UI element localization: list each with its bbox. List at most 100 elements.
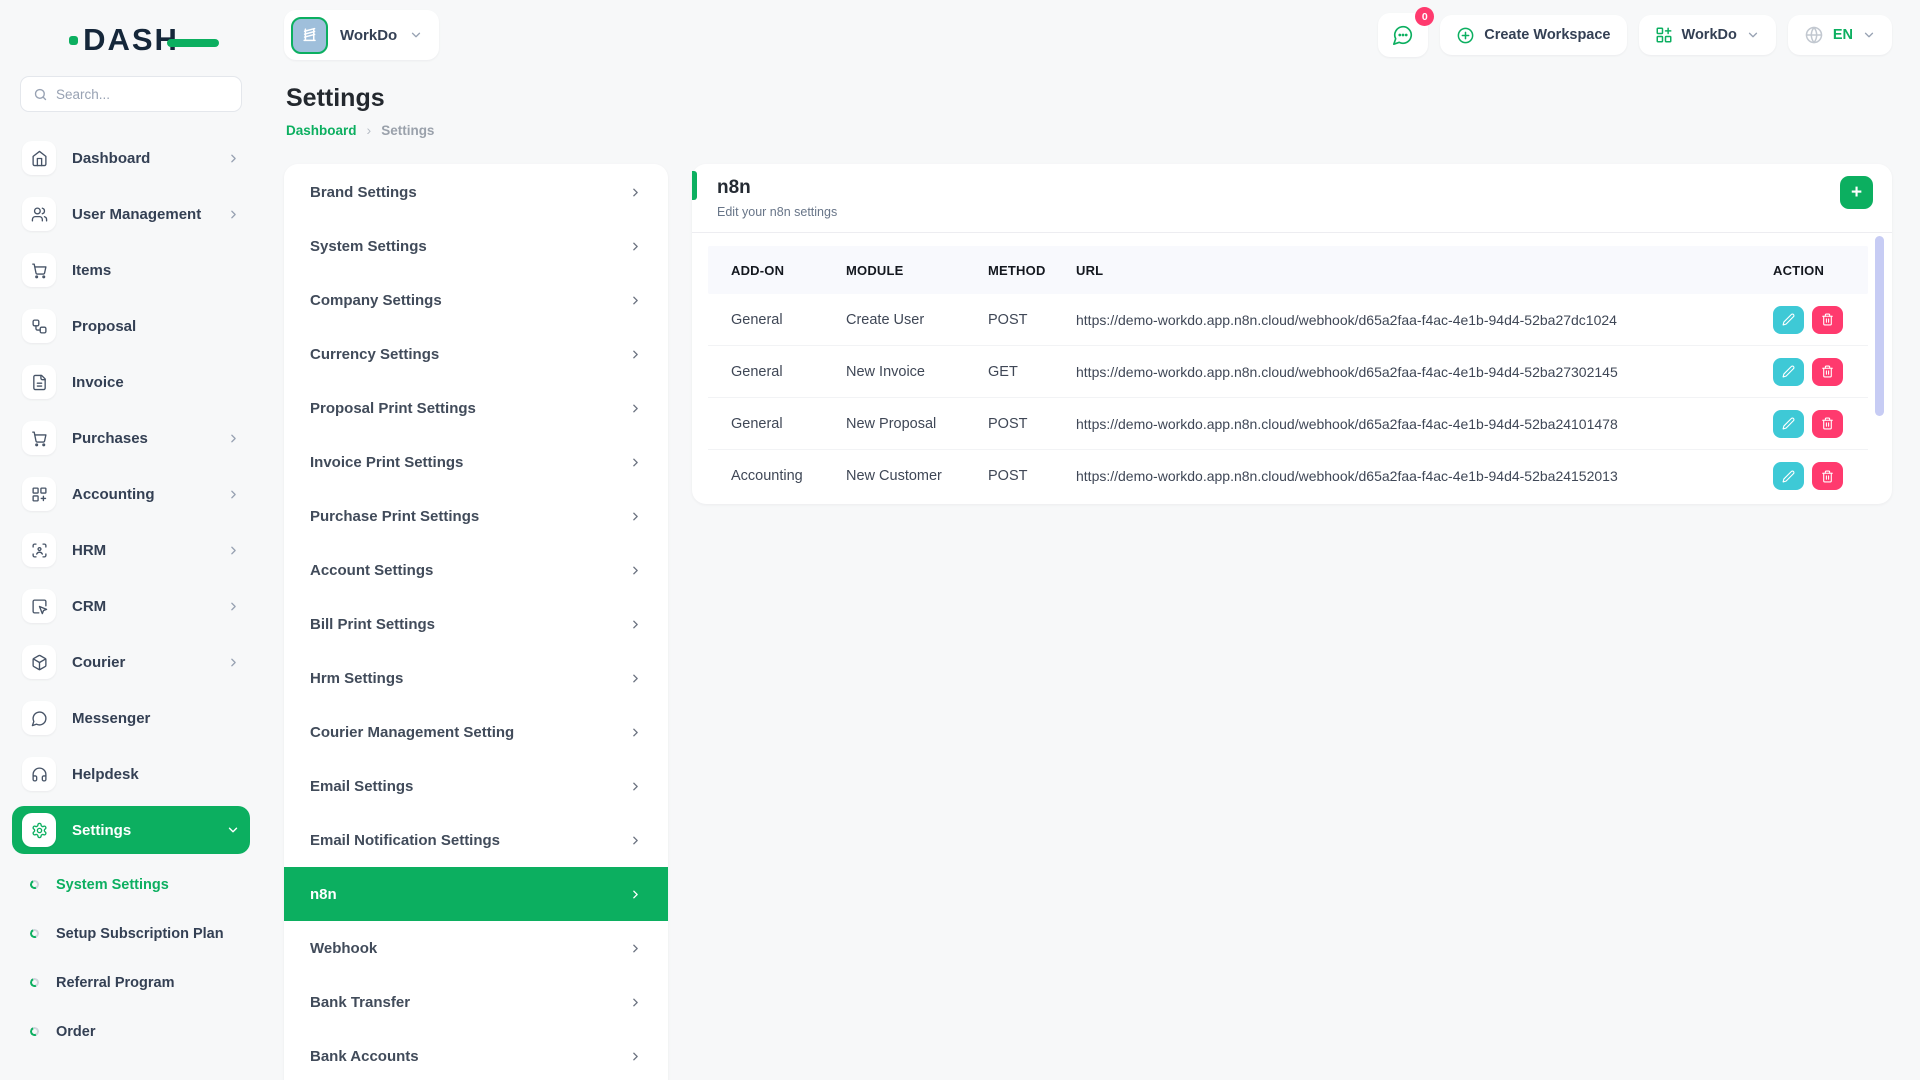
submenu-item-order[interactable]: Order (12, 1007, 250, 1056)
settings-nav-email-settings[interactable]: Email Settings (284, 759, 668, 813)
pencil-icon (1782, 313, 1795, 326)
chevron-right-icon (629, 942, 642, 955)
page-head: Settings Dashboard › Settings (284, 84, 1892, 138)
search-input[interactable] (56, 86, 229, 102)
panel-subtitle: Edit your n8n settings (717, 205, 838, 219)
chevron-right-icon (629, 186, 642, 199)
sidebar-item-messenger[interactable]: Messenger (12, 690, 250, 746)
chevron-down-icon (1746, 28, 1760, 42)
language-selector[interactable]: EN (1787, 15, 1892, 55)
messages-button[interactable]: 0 (1378, 7, 1435, 57)
header-actions: 0 Create Workspace WorkDo (1378, 7, 1892, 57)
settings-nav-courier-management-setting[interactable]: Courier Management Setting (284, 705, 668, 759)
delete-button[interactable] (1812, 357, 1843, 386)
chevron-right-icon (629, 780, 642, 793)
table-row: General New Invoice GET https://demo-wor… (708, 346, 1868, 398)
trash-icon (1821, 313, 1834, 326)
settings-nav-bill-print-settings[interactable]: Bill Print Settings (284, 597, 668, 651)
sidebar-item-items[interactable]: Items (12, 242, 250, 298)
trash-icon (1821, 417, 1834, 430)
delete-button[interactable] (1812, 462, 1843, 490)
chevron-right-icon (629, 672, 642, 685)
cell-url: https://demo-workdo.app.n8n.cloud/webhoo… (1076, 311, 1617, 328)
workspace-menu-button[interactable]: WorkDo (1638, 15, 1776, 55)
cell-addon: General (731, 311, 783, 328)
chevron-right-icon (227, 600, 240, 613)
cell-module: New Proposal (846, 415, 937, 432)
main-area: WorkDo 0 Create Workspace (262, 0, 1920, 1080)
settings-nav-hrm-settings[interactable]: Hrm Settings (284, 651, 668, 705)
cell-url: https://demo-workdo.app.n8n.cloud/webhoo… (1076, 363, 1618, 380)
table-row: General Create User POST https://demo-wo… (708, 294, 1868, 346)
sidebar-item-purchases[interactable]: Purchases (12, 410, 250, 466)
settings-nav-invoice-print-settings[interactable]: Invoice Print Settings (284, 435, 668, 489)
sidebar-item-invoice[interactable]: Invoice (12, 354, 250, 410)
chevron-right-icon (629, 996, 642, 1009)
cell-actions (1750, 305, 1868, 334)
logo-dot-icon (69, 36, 79, 45)
chevron-right-icon (227, 432, 240, 445)
sidebar-search[interactable] (20, 76, 242, 112)
settings-nav-card: Brand Settings System Settings Company S… (284, 164, 668, 1080)
gear-icon (22, 813, 56, 847)
settings-nav-webhook[interactable]: Webhook (284, 921, 668, 975)
settings-nav-company-settings[interactable]: Company Settings (284, 273, 668, 327)
sidebar-item-crm[interactable]: CRM (12, 578, 250, 634)
sidebar-item-courier[interactable]: Courier (12, 634, 250, 690)
edit-button[interactable] (1773, 409, 1804, 438)
sidebar-item-helpdesk[interactable]: Helpdesk (12, 746, 250, 802)
settings-nav-brand-settings[interactable]: Brand Settings (284, 165, 668, 219)
delete-button[interactable] (1812, 305, 1843, 334)
edit-button[interactable] (1773, 305, 1804, 334)
submenu-item-system-settings[interactable]: System Settings (12, 860, 250, 909)
pencil-icon (1782, 365, 1795, 378)
pencil-icon (1782, 470, 1795, 483)
add-webhook-button[interactable]: + (1840, 176, 1873, 209)
chevron-right-icon (227, 544, 240, 557)
users-icon (22, 197, 56, 231)
brand-logo[interactable]: DASH (0, 18, 262, 62)
submenu-item-setup-subscription-plan[interactable]: Setup Subscription Plan (12, 909, 250, 958)
column-header-action: ACTION (1773, 262, 1825, 278)
sidebar-item-settings[interactable]: Settings (12, 806, 250, 854)
edit-button[interactable] (1773, 462, 1804, 490)
cell-module: New Invoice (846, 363, 925, 380)
cart-icon (22, 421, 56, 455)
settings-nav-account-settings[interactable]: Account Settings (284, 543, 668, 597)
n8n-panel: n8n Edit your n8n settings + ADD-ON MODU… (692, 164, 1892, 504)
chevron-right-icon (629, 834, 642, 847)
settings-nav-proposal-print-settings[interactable]: Proposal Print Settings (284, 381, 668, 435)
delete-button[interactable] (1812, 409, 1843, 438)
building-icon (291, 16, 328, 54)
create-workspace-button[interactable]: Create Workspace (1440, 15, 1627, 55)
plus-circle-icon (1456, 26, 1475, 45)
workspace-switcher[interactable]: WorkDo (284, 10, 440, 60)
sidebar-item-dashboard[interactable]: Dashboard (12, 130, 250, 186)
edit-button[interactable] (1773, 357, 1804, 386)
settings-nav-bank-accounts[interactable]: Bank Accounts (284, 1029, 668, 1080)
cell-method: POST (988, 311, 1028, 328)
cell-actions (1750, 462, 1868, 490)
settings-nav-system-settings[interactable]: System Settings (284, 219, 668, 273)
square-pointer-icon (22, 589, 56, 623)
settings-nav-currency-settings[interactable]: Currency Settings (284, 327, 668, 381)
settings-submenu: System Settings Setup Subscription Plan … (0, 858, 262, 1056)
sidebar-item-hrm[interactable]: HRM (12, 522, 250, 578)
settings-nav-bank-transfer[interactable]: Bank Transfer (284, 975, 668, 1029)
chevron-right-icon (629, 1050, 642, 1063)
breadcrumb: Dashboard › Settings (286, 122, 1892, 138)
breadcrumb-current: Settings (381, 122, 435, 138)
logo-dash-icon (166, 39, 219, 47)
sidebar-item-accounting[interactable]: Accounting (12, 466, 250, 522)
cell-method: POST (988, 468, 1028, 484)
sidebar-item-proposal[interactable]: Proposal (12, 298, 250, 354)
settings-nav-purchase-print-settings[interactable]: Purchase Print Settings (284, 489, 668, 543)
chevron-down-icon (409, 28, 423, 42)
sidebar-item-user-management[interactable]: User Management (12, 186, 250, 242)
settings-nav-email-notification-settings[interactable]: Email Notification Settings (284, 813, 668, 867)
cell-method: POST (988, 415, 1028, 432)
settings-nav-n8n[interactable]: n8n (284, 867, 668, 921)
table-scrollbar[interactable] (1875, 236, 1884, 416)
submenu-item-referral-program[interactable]: Referral Program (12, 958, 250, 1007)
breadcrumb-dashboard-link[interactable]: Dashboard (286, 122, 357, 138)
